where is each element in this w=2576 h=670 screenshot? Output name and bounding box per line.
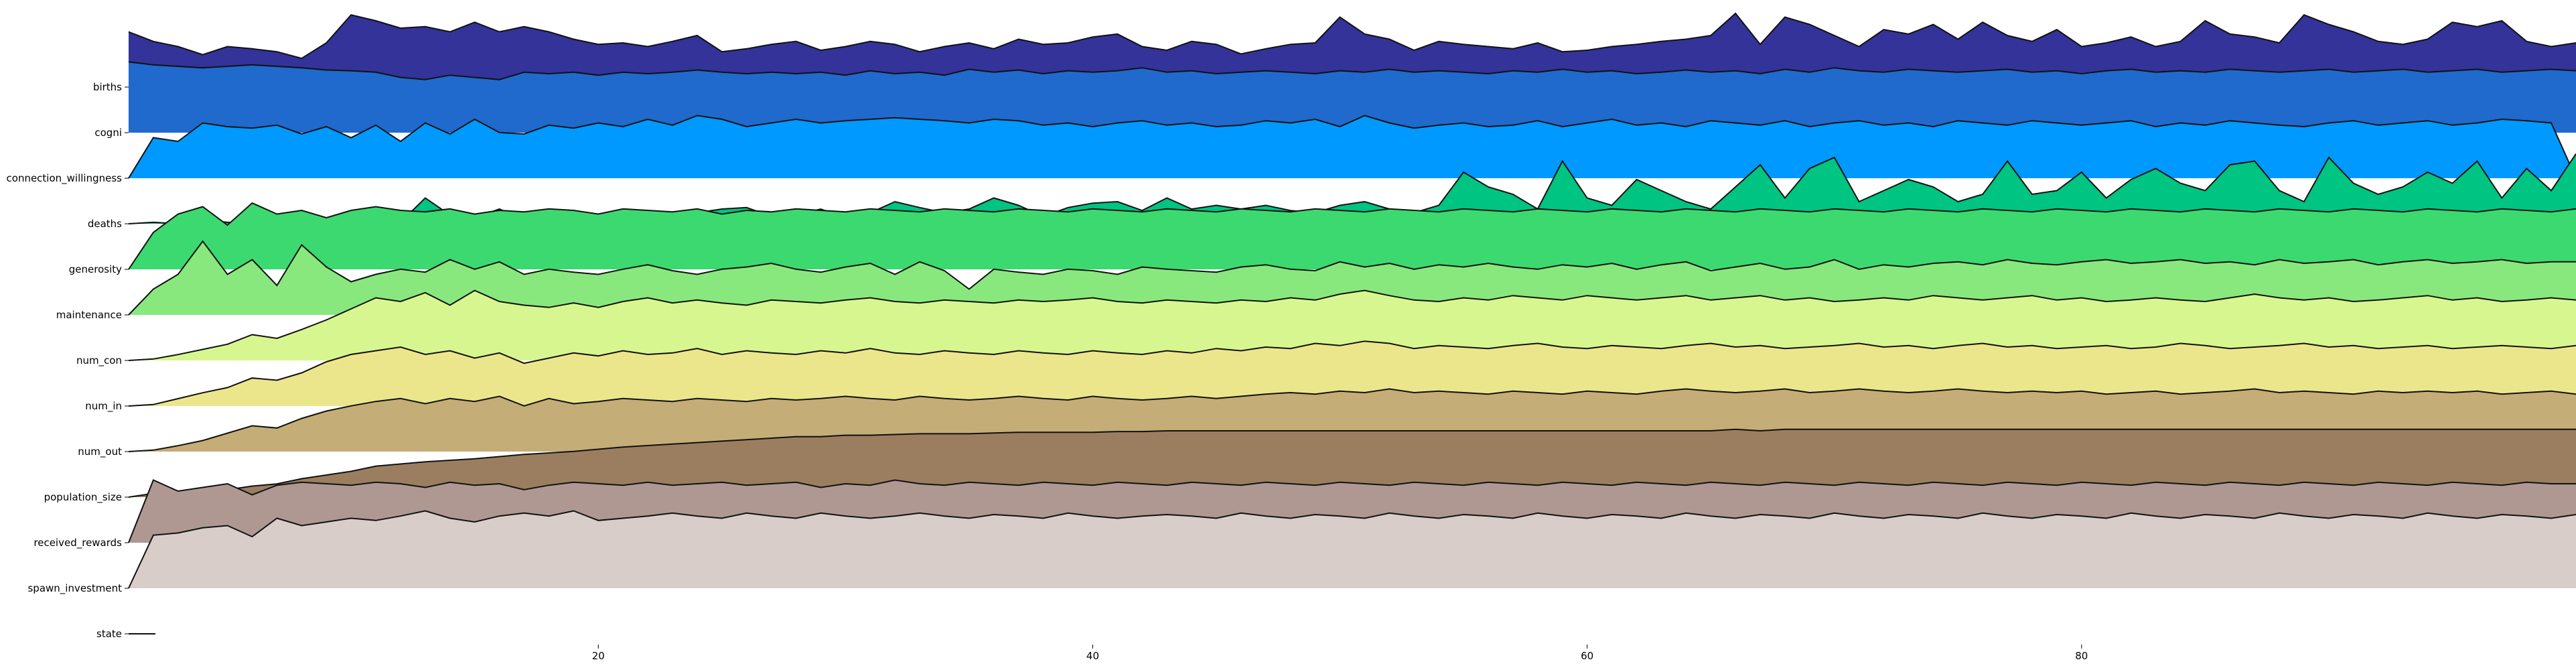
row-label-num_in: num_in [85,400,122,413]
row-label-received_rewards: received_rewards [33,537,122,549]
x-tick-label-80: 80 [2075,650,2088,662]
ridge-area-num_con [129,290,2576,360]
row-label-spawn_investment: spawn_investment [27,582,122,595]
ridge-area-cogni [129,62,2576,133]
ridge-area-population_size [129,429,2576,497]
x-tick-label-60: 60 [1581,650,1593,662]
ridge-line-cogni [128,61,2576,80]
row-label-maintenance: maintenance [56,309,122,321]
row-label-births: births [93,81,122,93]
ridge-area-generosity [129,203,2576,269]
ridge-line-births [128,12,2576,60]
ridge-area-births [129,13,2576,87]
row-label-state: state [96,628,122,640]
ridge-line-maintenance [128,240,2576,316]
row-label-deaths: deaths [88,218,122,230]
row-label-connection_willingness: connection_willingness [7,172,123,185]
row-label-num_con: num_con [76,354,122,367]
ridge-area-spawn_investment [129,511,2576,588]
ridge-line-num_con [128,289,2576,361]
ridge-line-received_rewards [128,479,2576,543]
ridge-area-deaths [129,153,2576,224]
row-label-cogni: cogni [94,127,122,139]
row-label-generosity: generosity [69,263,122,275]
ridge-line-population_size [128,428,2576,498]
ridge-line-num_out [128,388,2576,452]
ridge-area-connection_willingness [129,115,2576,178]
ridges-group [128,12,2576,634]
row-label-num_out: num_out [78,446,122,458]
x-tick-label-40: 40 [1086,650,1099,662]
row-label-population_size: population_size [44,491,122,504]
ridge-area-maintenance [129,241,2576,315]
ridge-line-num_in [128,340,2576,407]
ridge-line-connection_willingness [128,115,2576,179]
x-tick-label-20: 20 [592,650,605,662]
x-axis: 20 40 60 80 [592,645,2088,662]
ridge-line-generosity [128,202,2576,270]
ridge-line-spawn_investment [128,510,2576,589]
